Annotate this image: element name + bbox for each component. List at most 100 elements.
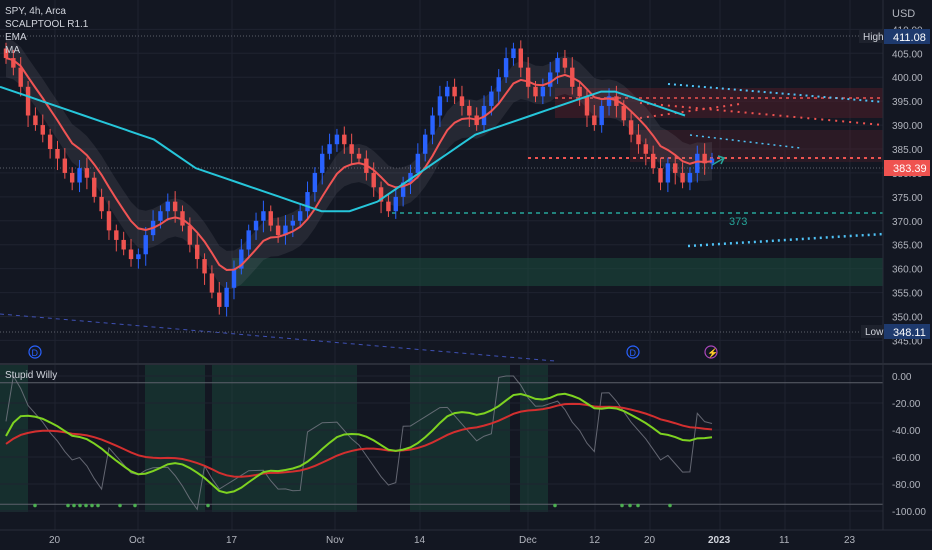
time-tick-label: 20 bbox=[644, 535, 656, 546]
osc-tick-label: -40.00 bbox=[892, 426, 921, 437]
candle bbox=[172, 201, 178, 212]
dividend-marker-1[interactable]: D bbox=[28, 345, 42, 359]
price-tick-label: 345.00 bbox=[892, 336, 923, 347]
indicator-ma[interactable]: MA bbox=[5, 45, 20, 56]
osc-signal-dot bbox=[206, 503, 210, 508]
oscillator-pane: 0.00 -20.00 -40.00 -60.00 -80.00 -100.00 bbox=[0, 372, 926, 518]
candle bbox=[378, 187, 384, 202]
candle bbox=[158, 211, 163, 221]
osc-title[interactable]: Stupid Willy bbox=[5, 370, 57, 381]
arrow-icon bbox=[711, 155, 726, 166]
candle bbox=[606, 96, 612, 106]
candle bbox=[312, 172, 318, 193]
osc-signal-dot bbox=[72, 503, 76, 508]
osc-signal-dot bbox=[636, 503, 640, 508]
candle bbox=[650, 153, 656, 169]
price-tick-label: 390.00 bbox=[892, 121, 923, 132]
candle bbox=[84, 168, 90, 178]
candle bbox=[297, 211, 303, 221]
candle bbox=[584, 96, 590, 116]
candle bbox=[33, 115, 38, 126]
candle bbox=[687, 172, 693, 183]
candle bbox=[540, 86, 546, 97]
candle bbox=[503, 58, 509, 78]
low-label: Low bbox=[865, 327, 884, 338]
moving-averages bbox=[0, 57, 713, 272]
symbol-title[interactable]: SPY, 4h, Arca bbox=[5, 6, 66, 17]
price-tick-label: 355.00 bbox=[892, 289, 923, 300]
candle bbox=[577, 86, 582, 97]
ma-line bbox=[0, 85, 686, 213]
candle bbox=[636, 134, 641, 145]
candle bbox=[533, 86, 538, 97]
candle bbox=[371, 172, 376, 188]
chart-legend[interactable]: SPY, 4h, Arca SCALPTOOL R1.1 EMA MA Stup… bbox=[5, 6, 89, 381]
time-tick-label: 20 bbox=[49, 535, 61, 546]
candle bbox=[555, 58, 560, 73]
osc-tick-label: 0.00 bbox=[892, 372, 912, 383]
price-tick-label: 365.00 bbox=[892, 241, 923, 252]
price-tick-label: 375.00 bbox=[892, 193, 923, 204]
osc-zone-5 bbox=[520, 364, 548, 512]
candle bbox=[3, 48, 9, 59]
currency-label: USD bbox=[892, 8, 915, 20]
ema-line bbox=[5, 57, 713, 272]
indicator-scalptool[interactable]: SCALPTOOL R1.1 bbox=[5, 19, 89, 30]
indicator-ema[interactable]: EMA bbox=[5, 32, 27, 43]
trend-lower bbox=[687, 232, 884, 248]
osc-signal-dot bbox=[78, 503, 82, 508]
candle bbox=[283, 225, 288, 236]
red-supply-zone-2 bbox=[630, 130, 883, 162]
long-trend-blue bbox=[0, 313, 556, 362]
candle bbox=[231, 268, 237, 288]
candle bbox=[261, 211, 266, 221]
candle bbox=[489, 91, 494, 106]
time-tick-label: Dec bbox=[519, 535, 537, 546]
osc-raw-line bbox=[5, 374, 713, 511]
dividend-marker-2[interactable]: D bbox=[626, 345, 640, 359]
candle bbox=[11, 58, 16, 68]
candle bbox=[452, 86, 457, 97]
osc-zone-4 bbox=[410, 364, 510, 512]
candle bbox=[290, 220, 296, 226]
osc-tick-label: -80.00 bbox=[892, 480, 921, 491]
osc-tick-label: -20.00 bbox=[892, 399, 921, 410]
candle bbox=[562, 58, 568, 68]
split-marker[interactable]: ⚡ bbox=[704, 345, 718, 359]
candle bbox=[114, 230, 119, 240]
candle bbox=[445, 86, 450, 97]
osc-tick-label: -60.00 bbox=[892, 453, 921, 464]
zones bbox=[0, 88, 883, 512]
candle bbox=[239, 249, 244, 269]
candle bbox=[268, 211, 273, 226]
time-tick-label: Nov bbox=[326, 535, 344, 546]
candle bbox=[408, 172, 413, 183]
high-tag: High 411.08 bbox=[859, 29, 930, 44]
price-tick-label: 350.00 bbox=[892, 313, 923, 324]
candle bbox=[202, 259, 207, 274]
osc-signal-dot bbox=[90, 503, 94, 508]
candle bbox=[99, 196, 104, 212]
trend-cyan-mid bbox=[689, 134, 801, 149]
green-demand-zone bbox=[232, 258, 883, 286]
candle bbox=[658, 168, 663, 183]
osc-zone-3 bbox=[212, 364, 357, 512]
candle bbox=[393, 196, 398, 212]
price-tick-label: 360.00 bbox=[892, 265, 923, 276]
high-label: High bbox=[863, 32, 884, 43]
osc-signal-dot bbox=[96, 503, 100, 508]
candle bbox=[665, 163, 671, 183]
candle bbox=[334, 134, 340, 145]
candle bbox=[47, 134, 53, 149]
osc-zone-2 bbox=[145, 364, 205, 512]
time-axis[interactable]: 20 Oct 17 Nov 14 Dec 12 20 2023 11 23 bbox=[49, 535, 856, 546]
candle bbox=[77, 168, 82, 183]
time-tick-label: Oct bbox=[129, 535, 145, 546]
osc-signal-dot bbox=[628, 503, 632, 508]
candle bbox=[224, 287, 229, 307]
candle bbox=[525, 67, 531, 87]
price-tick-label: 395.00 bbox=[892, 97, 923, 108]
candle bbox=[217, 292, 222, 307]
candle bbox=[253, 220, 259, 231]
